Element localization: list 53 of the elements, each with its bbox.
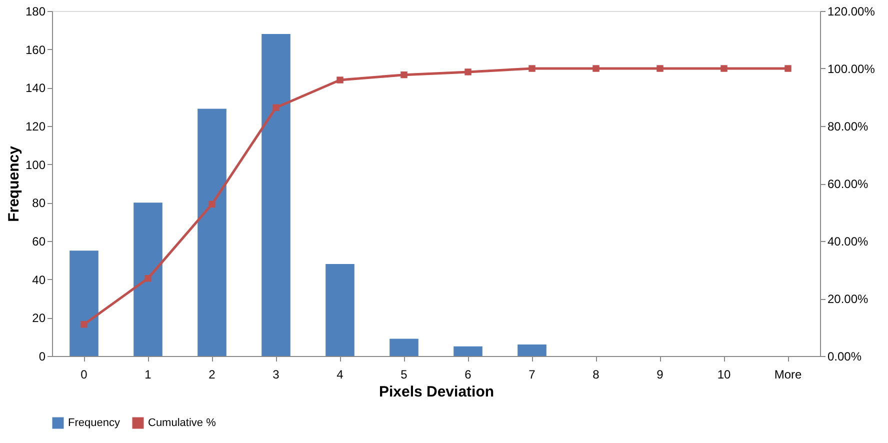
y2-tick-label: 40.00% xyxy=(828,234,869,248)
point xyxy=(144,275,152,282)
bar xyxy=(134,202,162,356)
y-tick-label: 140 xyxy=(25,81,46,96)
y-tick-label: 40 xyxy=(32,272,46,287)
point xyxy=(720,65,728,72)
point xyxy=(592,65,600,72)
x-tick-label: More xyxy=(774,368,802,382)
point xyxy=(80,321,88,328)
bar xyxy=(454,346,482,356)
x-tick-label: 7 xyxy=(528,368,536,382)
y-tick-label: 160 xyxy=(25,42,46,57)
legend-label: Frequency xyxy=(68,417,120,429)
x-axis-title: Pixels Deviation xyxy=(378,384,494,400)
bar xyxy=(326,264,354,356)
y2-tick-label: 0.00% xyxy=(828,350,862,364)
y2-tick-label: 120.00% xyxy=(828,4,876,18)
point xyxy=(208,200,216,208)
point xyxy=(656,65,664,72)
x-tick-label: 10 xyxy=(717,368,731,382)
x-tick-label: 8 xyxy=(592,368,600,382)
bar xyxy=(518,344,546,356)
y-tick-label: 20 xyxy=(32,311,46,326)
y2-tick-label: 100.00% xyxy=(828,62,876,76)
point xyxy=(400,71,408,78)
bar xyxy=(390,338,418,356)
x-tick-label: 2 xyxy=(208,368,216,382)
y-tick-label: 180 xyxy=(25,4,46,18)
y-tick-label: 80 xyxy=(32,196,46,210)
legend-label: Cumulative % xyxy=(148,417,216,429)
x-tick-label: 6 xyxy=(464,368,472,382)
point xyxy=(272,104,280,111)
y2-tick-label: 80.00% xyxy=(828,120,869,134)
y2-tick-label: 20.00% xyxy=(828,292,869,306)
bar xyxy=(198,108,226,356)
x-tick-label: 4 xyxy=(336,368,344,382)
x-tick-label: 5 xyxy=(400,368,408,382)
point xyxy=(464,68,472,76)
y-tick-label: 60 xyxy=(32,234,46,248)
x-tick-label: 0 xyxy=(80,368,88,382)
x-tick-label: 1 xyxy=(144,368,152,382)
y-tick-label: 100 xyxy=(25,158,46,172)
point xyxy=(336,76,344,84)
y-tick-label: 0 xyxy=(38,350,46,364)
y-axis-title: Frequency xyxy=(5,145,22,222)
point xyxy=(784,65,792,72)
bar xyxy=(70,250,98,356)
y-tick-label: 120 xyxy=(25,120,46,134)
bar xyxy=(262,34,290,356)
x-tick-label: 9 xyxy=(656,368,664,382)
y2-tick-label: 60.00% xyxy=(828,177,869,191)
x-tick-label: 3 xyxy=(272,368,280,382)
point xyxy=(528,65,536,72)
